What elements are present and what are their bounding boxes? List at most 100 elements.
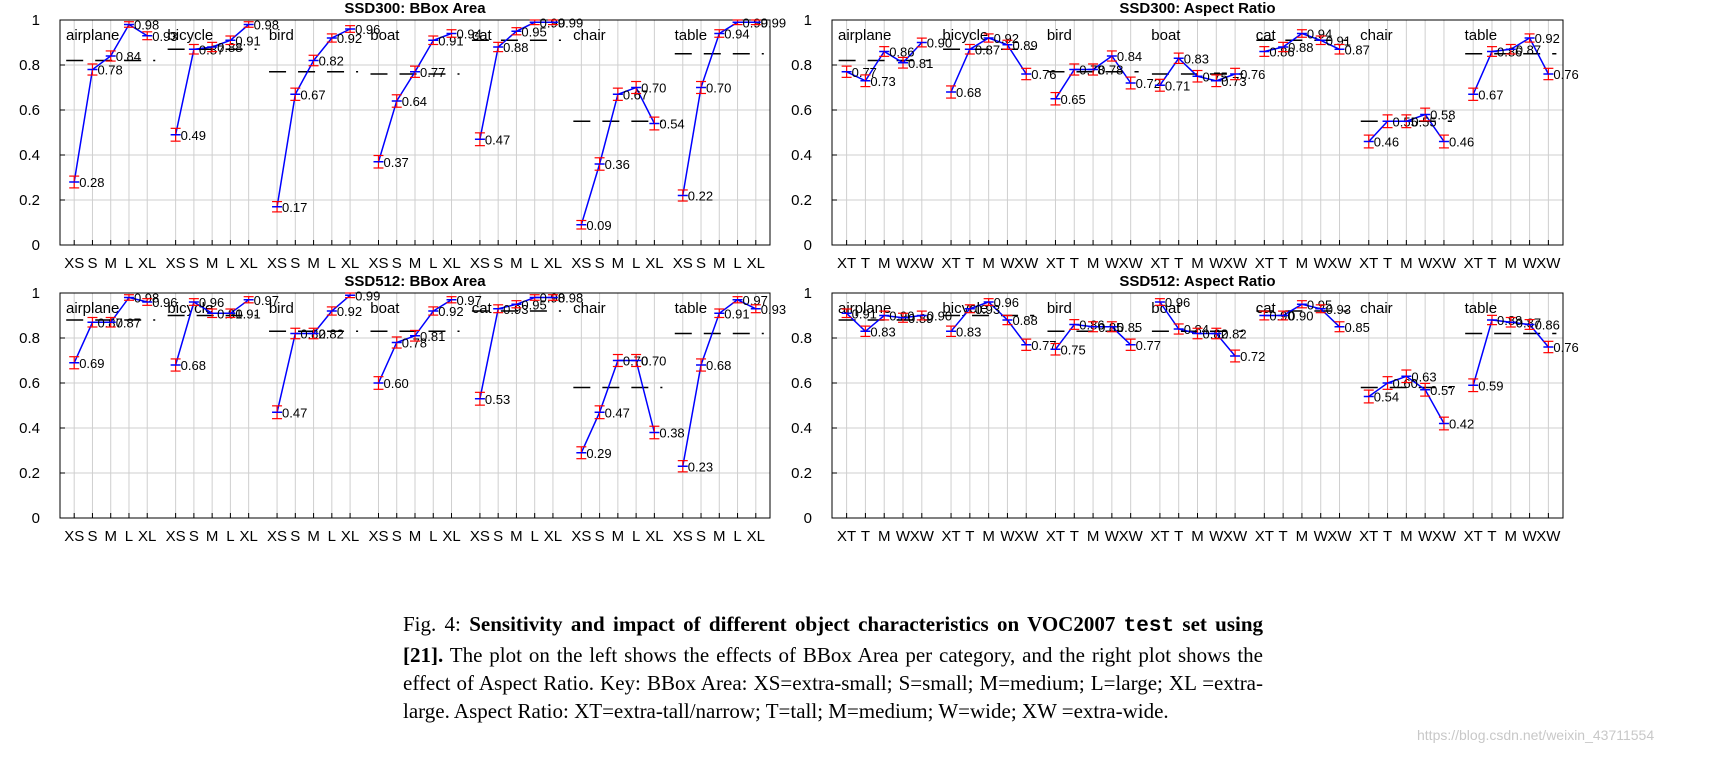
category-group-airplane: airplane 0.28 0.780.84 0.980.93 bbox=[66, 18, 178, 191]
category-label: airplane bbox=[838, 27, 891, 44]
x-tick-label: XL bbox=[645, 528, 663, 545]
x-tick-label: M bbox=[409, 528, 422, 545]
caption-bold-mono: test bbox=[1123, 615, 1175, 638]
x-tick-label: M bbox=[612, 255, 625, 272]
x-tick-label: M bbox=[104, 255, 117, 272]
data-label: 0.67 bbox=[300, 87, 325, 102]
category-label: cat bbox=[1256, 27, 1277, 44]
x-tick-label: W bbox=[1105, 528, 1120, 545]
plot-frame bbox=[59, 19, 771, 246]
data-label: 0.77 bbox=[852, 65, 877, 80]
chart-title: SSD512: BBox Area bbox=[344, 273, 486, 290]
data-label: 0.88 bbox=[503, 40, 528, 55]
data-label: 0.96 bbox=[355, 22, 380, 37]
category-label: cat bbox=[472, 27, 493, 44]
data-label: 0.73 bbox=[1221, 74, 1246, 89]
x-tick-label: XS bbox=[571, 255, 591, 272]
data-label: 0.95 bbox=[521, 24, 546, 39]
x-tick-label: XS bbox=[673, 255, 693, 272]
x-tick-label: S bbox=[392, 528, 402, 545]
data-label: 0.84 bbox=[1184, 322, 1209, 337]
data-label: 0.99 bbox=[761, 15, 786, 30]
x-tick-label: XW bbox=[1536, 255, 1561, 272]
data-label: 0.82 bbox=[1221, 327, 1246, 342]
data-label: 0.87 bbox=[199, 42, 224, 57]
data-label: 0.65 bbox=[1060, 92, 1085, 107]
y-tick-label: 0.2 bbox=[19, 192, 40, 209]
data-label: 0.09 bbox=[586, 218, 611, 233]
x-tick-label: S bbox=[87, 255, 97, 272]
data-label: 0.94 bbox=[457, 27, 482, 42]
y-tick-label: 0 bbox=[804, 237, 812, 254]
x-tick-label: M bbox=[307, 255, 320, 272]
x-tick-label: M bbox=[713, 528, 726, 545]
x-tick-label: M bbox=[1296, 255, 1309, 272]
x-tick-label: M bbox=[307, 528, 320, 545]
data-label: 0.72 bbox=[1136, 76, 1161, 91]
category-label: bicycle bbox=[167, 27, 213, 44]
data-label: 0.77 bbox=[1136, 338, 1161, 353]
x-tick-label: XW bbox=[1223, 528, 1248, 545]
category-label: airplane bbox=[66, 27, 119, 44]
data-label: 0.96 bbox=[199, 295, 224, 310]
data-label: 0.63 bbox=[1411, 369, 1436, 384]
data-label: 0.49 bbox=[181, 128, 206, 143]
x-tick-label: W bbox=[1105, 255, 1120, 272]
category-group-boat: boat 0.71 0.83 0.750.730.76 bbox=[1151, 27, 1265, 93]
x-tick-label: M bbox=[1505, 528, 1518, 545]
data-label: 0.42 bbox=[1449, 417, 1474, 432]
data-label: 0.91 bbox=[235, 306, 260, 321]
category-label: cat bbox=[472, 300, 493, 317]
data-label: 0.29 bbox=[586, 446, 611, 461]
data-label: 0.55 bbox=[1411, 114, 1436, 129]
category-group-bicycle: bicycle 0.68 0.870.920.89 0.76 bbox=[942, 27, 1056, 100]
y-tick-label: 1 bbox=[804, 285, 812, 302]
category-group-chair: chair 0.09 0.36 0.670.70 0.54 bbox=[573, 27, 685, 233]
figure-caption: Fig. 4: Sensitivity and impact of differ… bbox=[403, 610, 1263, 725]
data-label: 0.17 bbox=[282, 200, 307, 215]
x-tick-label: XW bbox=[1014, 255, 1039, 272]
data-label: 0.87 bbox=[116, 315, 141, 330]
category-label: boat bbox=[1151, 27, 1181, 44]
x-tick-label: T bbox=[965, 528, 974, 545]
y-tick-label: 0.4 bbox=[791, 420, 812, 437]
data-label: 0.84 bbox=[116, 49, 141, 64]
category-label: bicycle bbox=[167, 300, 213, 317]
data-label: 0.86 bbox=[1079, 318, 1104, 333]
data-label: 0.88 bbox=[1497, 313, 1522, 328]
data-label: 0.77 bbox=[420, 65, 445, 80]
data-label: 0.98 bbox=[134, 291, 159, 306]
data-label: 0.86 bbox=[889, 45, 914, 60]
data-label: 0.23 bbox=[688, 459, 713, 474]
x-tick-label: L bbox=[226, 255, 234, 272]
x-tick-label: L bbox=[429, 528, 437, 545]
data-label: 0.60 bbox=[383, 376, 408, 391]
y-tick-label: 0.2 bbox=[791, 192, 812, 209]
x-tick-label: XW bbox=[1014, 528, 1039, 545]
caption-bold-b: set using [21]. bbox=[403, 612, 1264, 667]
y-tick-label: 0.6 bbox=[791, 375, 812, 392]
data-label: 0.98 bbox=[134, 18, 159, 33]
x-tick-label: S bbox=[87, 528, 97, 545]
data-label: 0.98 bbox=[558, 291, 583, 306]
data-label: 0.53 bbox=[485, 392, 510, 407]
x-tick-label: XS bbox=[64, 255, 84, 272]
category-group-bicycle: bicycle 0.49 0.870.880.910.98 bbox=[167, 18, 279, 143]
category-label: table bbox=[675, 27, 708, 44]
x-tick-label: L bbox=[125, 528, 133, 545]
x-tick-label: W bbox=[1209, 528, 1224, 545]
y-tick-label: 0.8 bbox=[19, 57, 40, 74]
x-tick-label: XT bbox=[941, 255, 960, 272]
x-tick-label: W bbox=[1209, 255, 1224, 272]
x-tick-label: XT bbox=[1255, 255, 1274, 272]
x-tick-label: L bbox=[226, 528, 234, 545]
data-label: 0.76 bbox=[1031, 67, 1056, 82]
x-tick-label: S bbox=[392, 255, 402, 272]
